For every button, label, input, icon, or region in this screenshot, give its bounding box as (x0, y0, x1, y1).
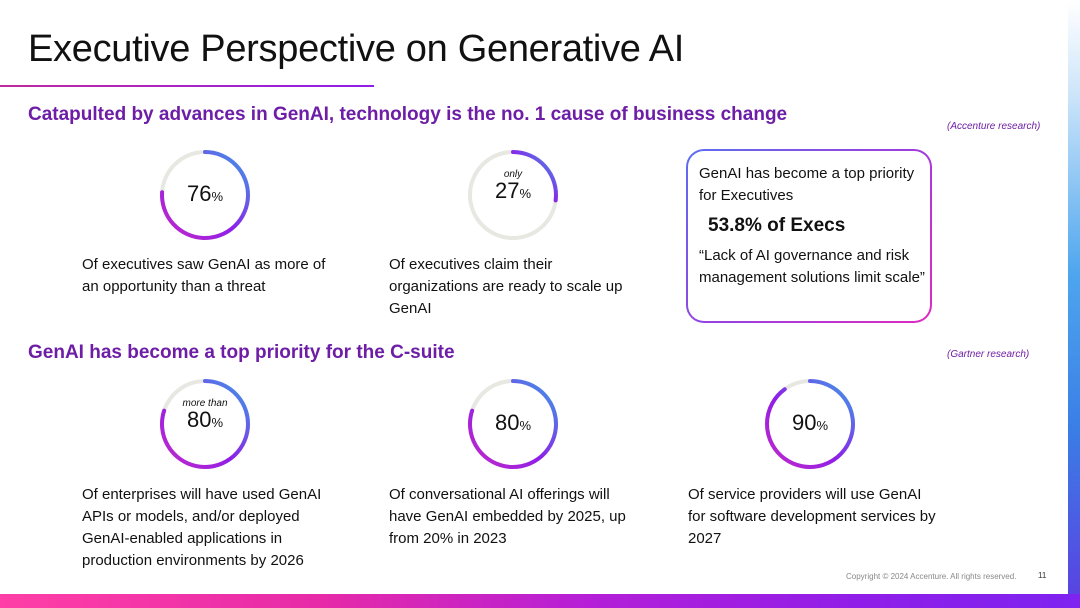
ring-progress-arc (468, 379, 558, 469)
right-accent-bar (1068, 0, 1080, 608)
stat-description: Of conversational AI offerings will have… (389, 486, 626, 547)
page-number: 11 (1038, 571, 1047, 580)
section2-source-note: (Gartner research) (947, 349, 1030, 360)
title-underline (0, 85, 374, 87)
stat-ring-conversational-ai: 80% (466, 377, 560, 471)
progress-ring (160, 379, 250, 469)
stat-ring-executives-ready: only 27% (466, 148, 560, 242)
stat-ring-service-providers: 90% (763, 377, 857, 471)
callout-intro: GenAI has become a top priority for Exec… (699, 165, 915, 204)
stat-value: 76% (186, 181, 224, 206)
stat-value: 80% (494, 410, 532, 435)
ring-progress-arc (765, 379, 855, 469)
progress-ring (468, 150, 558, 240)
bottom-accent-bar (0, 594, 1080, 608)
stat-value: 80% (186, 407, 224, 432)
section2-heading: GenAI has become a top priority for the … (28, 342, 455, 363)
callout-quote: “Lack of AI governance and risk manageme… (699, 247, 925, 286)
stat-qualifier: only (503, 169, 523, 180)
copyright-text: Copyright © 2024 Accenture. All rights r… (846, 572, 1017, 581)
stat-value: 90% (791, 410, 829, 435)
slide-title: Executive Perspective on Generative AI (28, 28, 685, 70)
ring-progress-arc (511, 150, 558, 203)
stat-ring-executives-opportunity: 76% (158, 148, 252, 242)
section1-heading: Catapulted by advances in GenAI, technol… (28, 104, 788, 125)
progress-ring (765, 379, 855, 469)
ring-progress-arc (160, 150, 250, 240)
stat-qualifier: more than (182, 398, 228, 409)
stat-ring-enterprises-genai: more than 80% (158, 377, 252, 471)
callout-stat: 53.8% of Execs (708, 215, 846, 236)
stat-description: Of executives claim their organizations … (389, 256, 623, 317)
callout-box: GenAI has become a top priority for Exec… (686, 149, 932, 323)
progress-ring (468, 379, 558, 469)
progress-ring (160, 150, 250, 240)
stat-value: 27% (494, 178, 532, 203)
stat-description: Of enterprises will have used GenAI APIs… (82, 486, 322, 569)
stat-description: Of executives saw GenAI as more of an op… (82, 256, 326, 295)
stat-description: Of service providers will use GenAI for … (688, 486, 936, 547)
section1-source-note: (Accenture research) (947, 121, 1041, 132)
ring-progress-arc (160, 379, 250, 469)
